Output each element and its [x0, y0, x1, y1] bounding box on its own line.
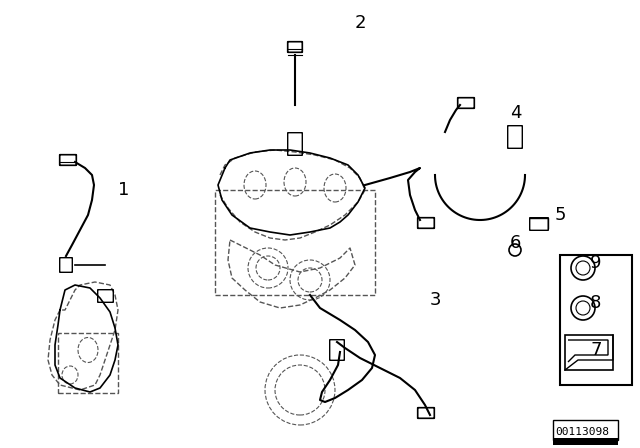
Bar [553, 438, 618, 445]
Text: 9: 9 [590, 254, 602, 272]
Text: 2: 2 [355, 14, 367, 32]
Bar [553, 420, 618, 440]
Text: 7: 7 [590, 341, 602, 359]
Text: 1: 1 [118, 181, 129, 199]
Text: 4: 4 [510, 104, 522, 122]
Bar [58, 333, 118, 393]
Bar [560, 255, 632, 385]
Text: 6: 6 [510, 234, 522, 252]
Text: 5: 5 [555, 206, 566, 224]
Text: 3: 3 [430, 291, 442, 309]
Bar [565, 335, 613, 370]
Bar [215, 190, 375, 295]
Text: 8: 8 [590, 294, 602, 312]
Text: 00113098: 00113098 [555, 427, 609, 437]
